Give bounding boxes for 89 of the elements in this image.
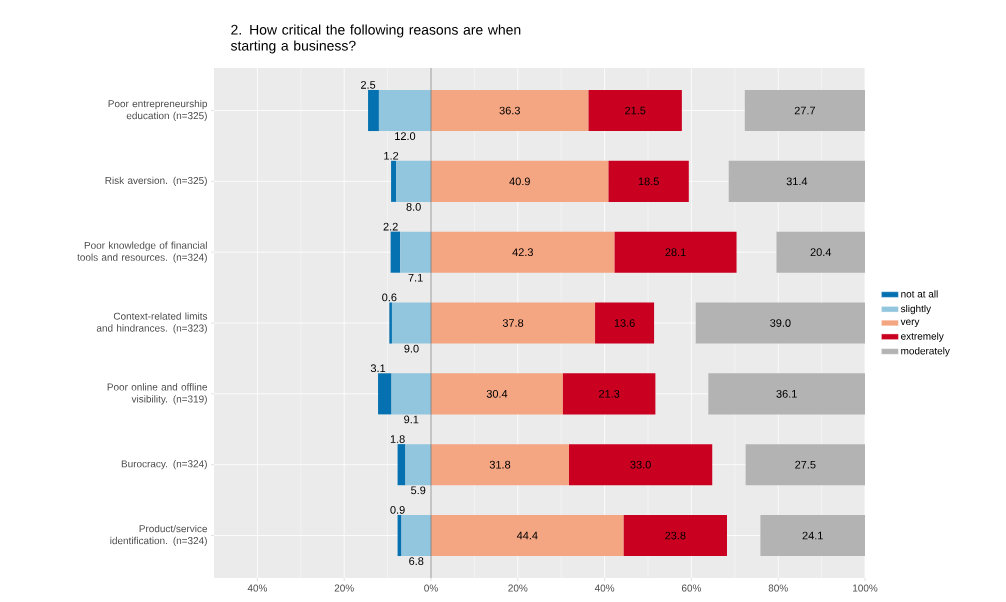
bar <box>744 89 865 132</box>
bar <box>614 231 737 273</box>
data-label: 20.4 <box>810 248 832 257</box>
data-label: 31.8 <box>489 460 511 469</box>
bar <box>588 89 682 132</box>
x-tick-label: 20% <box>508 584 528 592</box>
bar <box>431 373 563 415</box>
bar <box>431 89 589 132</box>
data-label: 18.5 <box>638 177 659 186</box>
data-label: 36.3 <box>499 106 520 115</box>
bar <box>378 373 392 415</box>
data-label: 24.1 <box>802 531 823 540</box>
data-label: 3.1 <box>370 364 386 373</box>
legend-label: extremely <box>901 332 944 342</box>
bar <box>400 231 431 273</box>
bar <box>431 160 609 202</box>
data-label: 7.1 <box>408 273 423 282</box>
data-label: 44.4 <box>516 531 538 540</box>
y-tick-label: Poor online and offline visibility. (n=319) <box>107 383 208 405</box>
bar <box>390 231 401 273</box>
data-label: 0.9 <box>390 506 405 514</box>
bar <box>728 160 865 202</box>
bar <box>431 302 596 344</box>
bar <box>431 514 624 557</box>
y-tick-label: Product/service identification. (n=324) <box>110 524 208 547</box>
bar <box>708 373 865 415</box>
data-label: 13.6 <box>614 319 635 327</box>
x-tick-label: 100% <box>853 584 878 592</box>
bar <box>562 373 656 415</box>
bar <box>391 373 431 415</box>
x-tick-label: 60% <box>681 584 702 592</box>
y-tick-label: Risk aversion. (n=325) <box>105 176 207 186</box>
bar <box>431 444 570 486</box>
data-label: 28.1 <box>665 248 686 257</box>
y-tick-label: Poor entrepreneurship education (n=325) <box>108 99 208 122</box>
bar <box>569 444 713 486</box>
data-label: 42.3 <box>512 248 533 257</box>
bar <box>695 302 865 344</box>
data-label: 12.0 <box>395 132 416 140</box>
y-tick-label: Context-related limits and hindrances. (n=323) <box>96 312 208 334</box>
data-label: 30.4 <box>486 389 508 398</box>
data-label: 33.0 <box>630 460 651 469</box>
legend-label: moderately <box>901 347 950 357</box>
bar <box>368 89 379 132</box>
x-tick-label: 20% <box>334 584 354 592</box>
data-label: 9.0 <box>404 344 419 353</box>
bar <box>391 302 431 344</box>
legend-label: not at all <box>901 290 938 298</box>
data-label: 27.7 <box>794 106 816 115</box>
legend-label: slightly <box>900 304 932 315</box>
data-label: 8.0 <box>406 203 421 211</box>
bar <box>401 514 431 557</box>
bar <box>776 231 865 273</box>
chart-title: 2. How critical the following reasons are when starting a business? <box>230 24 521 54</box>
bar <box>396 160 431 202</box>
data-label: 21.3 <box>599 389 620 398</box>
bar <box>608 160 689 202</box>
bar <box>405 444 431 486</box>
data-label: 36.1 <box>776 389 797 398</box>
y-tick-label: Burocracy. (n=324) <box>121 460 207 470</box>
bar <box>389 302 392 344</box>
data-label: 23.8 <box>665 531 686 540</box>
data-label: 9.1 <box>404 415 419 424</box>
data-label: 39.0 <box>770 319 791 327</box>
data-label: 27.5 <box>795 460 816 469</box>
bar <box>595 302 655 344</box>
data-label: 21.5 <box>625 106 646 115</box>
data-label: 1.8 <box>390 435 405 443</box>
x-tick-label: 40% <box>594 584 615 592</box>
x-tick-label: 0% <box>424 584 438 592</box>
bar <box>745 444 865 486</box>
bar <box>431 231 615 273</box>
bar <box>760 514 865 557</box>
data-label: 40.9 <box>509 177 530 186</box>
legend-label: very <box>900 319 920 327</box>
bar <box>378 89 431 132</box>
x-tick-label: 40% <box>247 584 268 592</box>
data-label: 2.5 <box>361 81 376 89</box>
data-label: 1.2 <box>384 151 399 160</box>
data-label: 2.2 <box>383 222 398 231</box>
data-label: 5.9 <box>411 486 426 495</box>
x-tick-label: 80% <box>768 584 788 592</box>
bar <box>623 514 727 557</box>
data-label: 37.8 <box>502 319 524 327</box>
data-label: 31.4 <box>786 177 808 186</box>
data-label: 6.8 <box>409 557 424 566</box>
y-tick-label: Poor knowledge of financial tools and resources. (n=324) <box>77 241 207 263</box>
bar <box>391 160 397 202</box>
data-label: 0.6 <box>382 293 397 302</box>
